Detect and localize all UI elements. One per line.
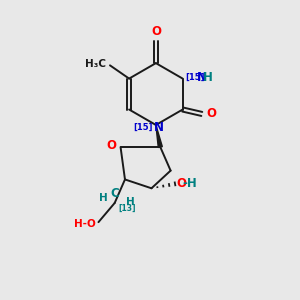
- Text: [15]: [15]: [134, 122, 153, 131]
- Text: O: O: [106, 139, 116, 152]
- Text: O: O: [176, 177, 187, 190]
- Text: N: N: [154, 121, 164, 134]
- Text: [13]: [13]: [118, 204, 136, 213]
- Text: O: O: [151, 25, 161, 38]
- Text: H₃C: H₃C: [85, 59, 106, 69]
- Text: H-O: H-O: [74, 219, 95, 229]
- Text: -H: -H: [182, 177, 197, 190]
- Text: H: H: [126, 196, 135, 206]
- Text: [15]: [15]: [186, 73, 205, 82]
- Text: N: N: [197, 70, 207, 84]
- Polygon shape: [156, 125, 162, 148]
- Text: H: H: [202, 71, 212, 84]
- Text: O: O: [206, 107, 216, 120]
- Text: H: H: [99, 193, 108, 203]
- Text: C: C: [110, 187, 119, 200]
